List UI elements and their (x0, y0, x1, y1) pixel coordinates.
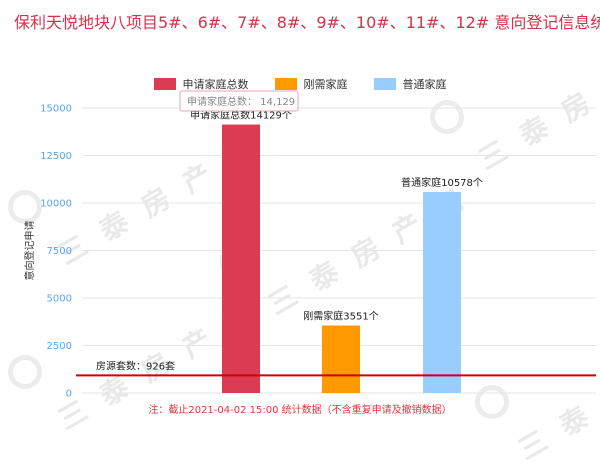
tooltip-box (179, 90, 299, 112)
chart-title: 保利天悦地块八项目5#、6#、7#、8#、9#、10#、11#、12# 意向登记… (14, 13, 600, 32)
legend-swatch-rigid (274, 78, 297, 90)
bar-0[interactable] (222, 124, 260, 393)
watermark-logo-3 (430, 100, 464, 134)
bar-label-1: 刚需家庭3551个 (303, 310, 378, 323)
bar-chart: 0 2500 5000 7500 10000 12500 15000 意向登记申请 申请家庭总数… (23, 90, 596, 416)
bar-1[interactable] (322, 325, 360, 393)
legend-label-total: 申请家庭总数 (182, 78, 249, 91)
y-tick-label: 5000 (47, 294, 72, 305)
y-tick-label: 7500 (47, 246, 72, 257)
legend-item-rigid[interactable]: 刚需家庭 (274, 76, 348, 92)
y-tick-label: 0 (66, 389, 72, 400)
bar-label-2: 普通家庭10578个 (401, 176, 483, 189)
tooltip-text: 申请家庭总数： 14,129 (187, 95, 295, 108)
legend-swatch-total (153, 78, 176, 90)
y-tick-label: 12500 (40, 151, 72, 162)
y-tick-label: 2500 (47, 341, 72, 352)
legend-swatch-ordinary (373, 78, 396, 90)
legend-label-rigid: 刚需家庭 (303, 78, 348, 91)
watermark-logo-4 (8, 355, 42, 389)
legend: 申请家庭总数 刚需家庭 普通家庭 (0, 75, 600, 93)
watermark-logo-1 (8, 190, 42, 224)
bar-2[interactable] (423, 192, 461, 393)
legend-label-ordinary: 普通家庭 (402, 78, 447, 91)
y-tick-label: 10000 (40, 199, 72, 210)
watermark-logo-5 (475, 385, 509, 419)
legend-item-ordinary[interactable]: 普通家庭 (373, 76, 447, 92)
reference-line-label: 房源套数：926套 (96, 359, 175, 372)
chart-note: 注：截止2021-04-02 15:00 统计数据（不含重复申请及撤销数据） (148, 403, 451, 416)
y-axis-label: 意向登记申请 (23, 221, 36, 281)
legend-item-total[interactable]: 申请家庭总数 (153, 76, 249, 92)
y-tick-label: 15000 (40, 104, 72, 115)
bar-label-0: 申请家庭总数14129个 (190, 109, 292, 122)
